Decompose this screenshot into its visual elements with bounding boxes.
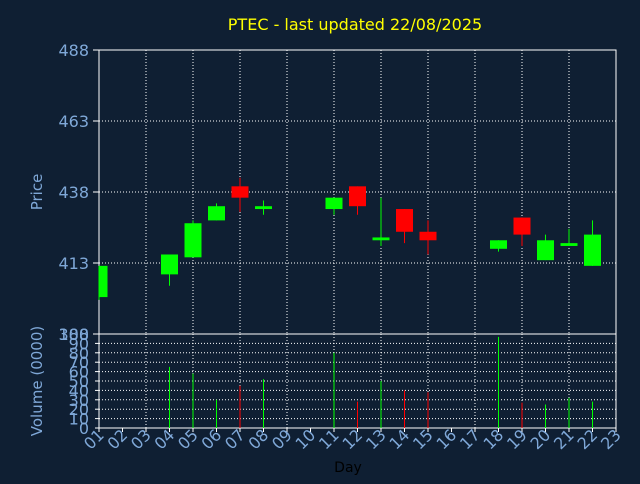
candle-day-15 xyxy=(419,220,437,255)
volume-tick-label: 10 xyxy=(69,410,89,429)
candle-body xyxy=(372,237,390,241)
price-tick-label: 413 xyxy=(58,254,89,273)
volume-tick-label: 50 xyxy=(69,372,89,391)
volume-tick-label: 20 xyxy=(69,400,89,419)
price-panel: 388 413 438 463 488 xyxy=(58,41,617,344)
candle-day-22 xyxy=(584,220,601,266)
candle-body xyxy=(584,234,601,266)
candle-body xyxy=(208,206,225,221)
candle-body xyxy=(419,231,437,241)
candle-body xyxy=(99,265,108,298)
candle-body xyxy=(396,209,413,232)
candle-day-21 xyxy=(560,228,578,246)
candle-body xyxy=(490,240,507,249)
volume-tick-label: 0 xyxy=(79,419,89,438)
volume-axis-label: Volume (0000) xyxy=(28,326,46,436)
price-tick-label: 488 xyxy=(58,41,89,60)
candle-day-12 xyxy=(349,186,366,215)
volume-tick-label: 30 xyxy=(69,391,89,410)
volume-tick-label: 70 xyxy=(69,353,89,372)
volume-tick-label: 80 xyxy=(69,344,89,363)
price-tick-label: 438 xyxy=(58,183,89,202)
candle-body xyxy=(325,197,343,210)
volume-tick-label: 90 xyxy=(69,334,89,353)
candle-body xyxy=(184,223,202,258)
candle-day-18 xyxy=(490,240,507,252)
candle-body xyxy=(513,217,531,235)
candle-day-04 xyxy=(161,254,178,286)
chart-title: PTEC - last updated 22/08/2025 xyxy=(228,15,482,34)
candle-day-01 xyxy=(98,265,108,300)
candle-body xyxy=(560,243,578,246)
candle-day-14 xyxy=(396,209,413,244)
candle-day-05 xyxy=(184,220,202,258)
candle-body xyxy=(161,254,178,275)
candle-day-11 xyxy=(325,197,343,215)
price-axis-label: Price xyxy=(28,174,46,211)
volume-tick-label: 40 xyxy=(69,381,89,400)
x-tick-label: 23 xyxy=(597,425,625,453)
price-tick-label: 463 xyxy=(58,112,89,131)
price-tick-label: 388 xyxy=(58,325,89,344)
candle-day-07 xyxy=(231,177,249,212)
candle-day-20 xyxy=(537,234,554,261)
volume-tick-label: 60 xyxy=(69,363,89,382)
x-axis: 0102030405060708091011121314151617181920… xyxy=(80,425,625,453)
candle-body xyxy=(537,240,554,261)
volume-tick-label: 100 xyxy=(58,325,89,344)
candle-day-08 xyxy=(255,200,272,215)
candle-day-06 xyxy=(208,203,225,221)
candle-body xyxy=(349,186,366,207)
candle-day-13 xyxy=(372,197,390,246)
candle-day-19 xyxy=(513,217,531,246)
x-axis-label: Day xyxy=(334,460,362,476)
candle-body xyxy=(255,206,272,210)
candle-body xyxy=(231,186,249,198)
